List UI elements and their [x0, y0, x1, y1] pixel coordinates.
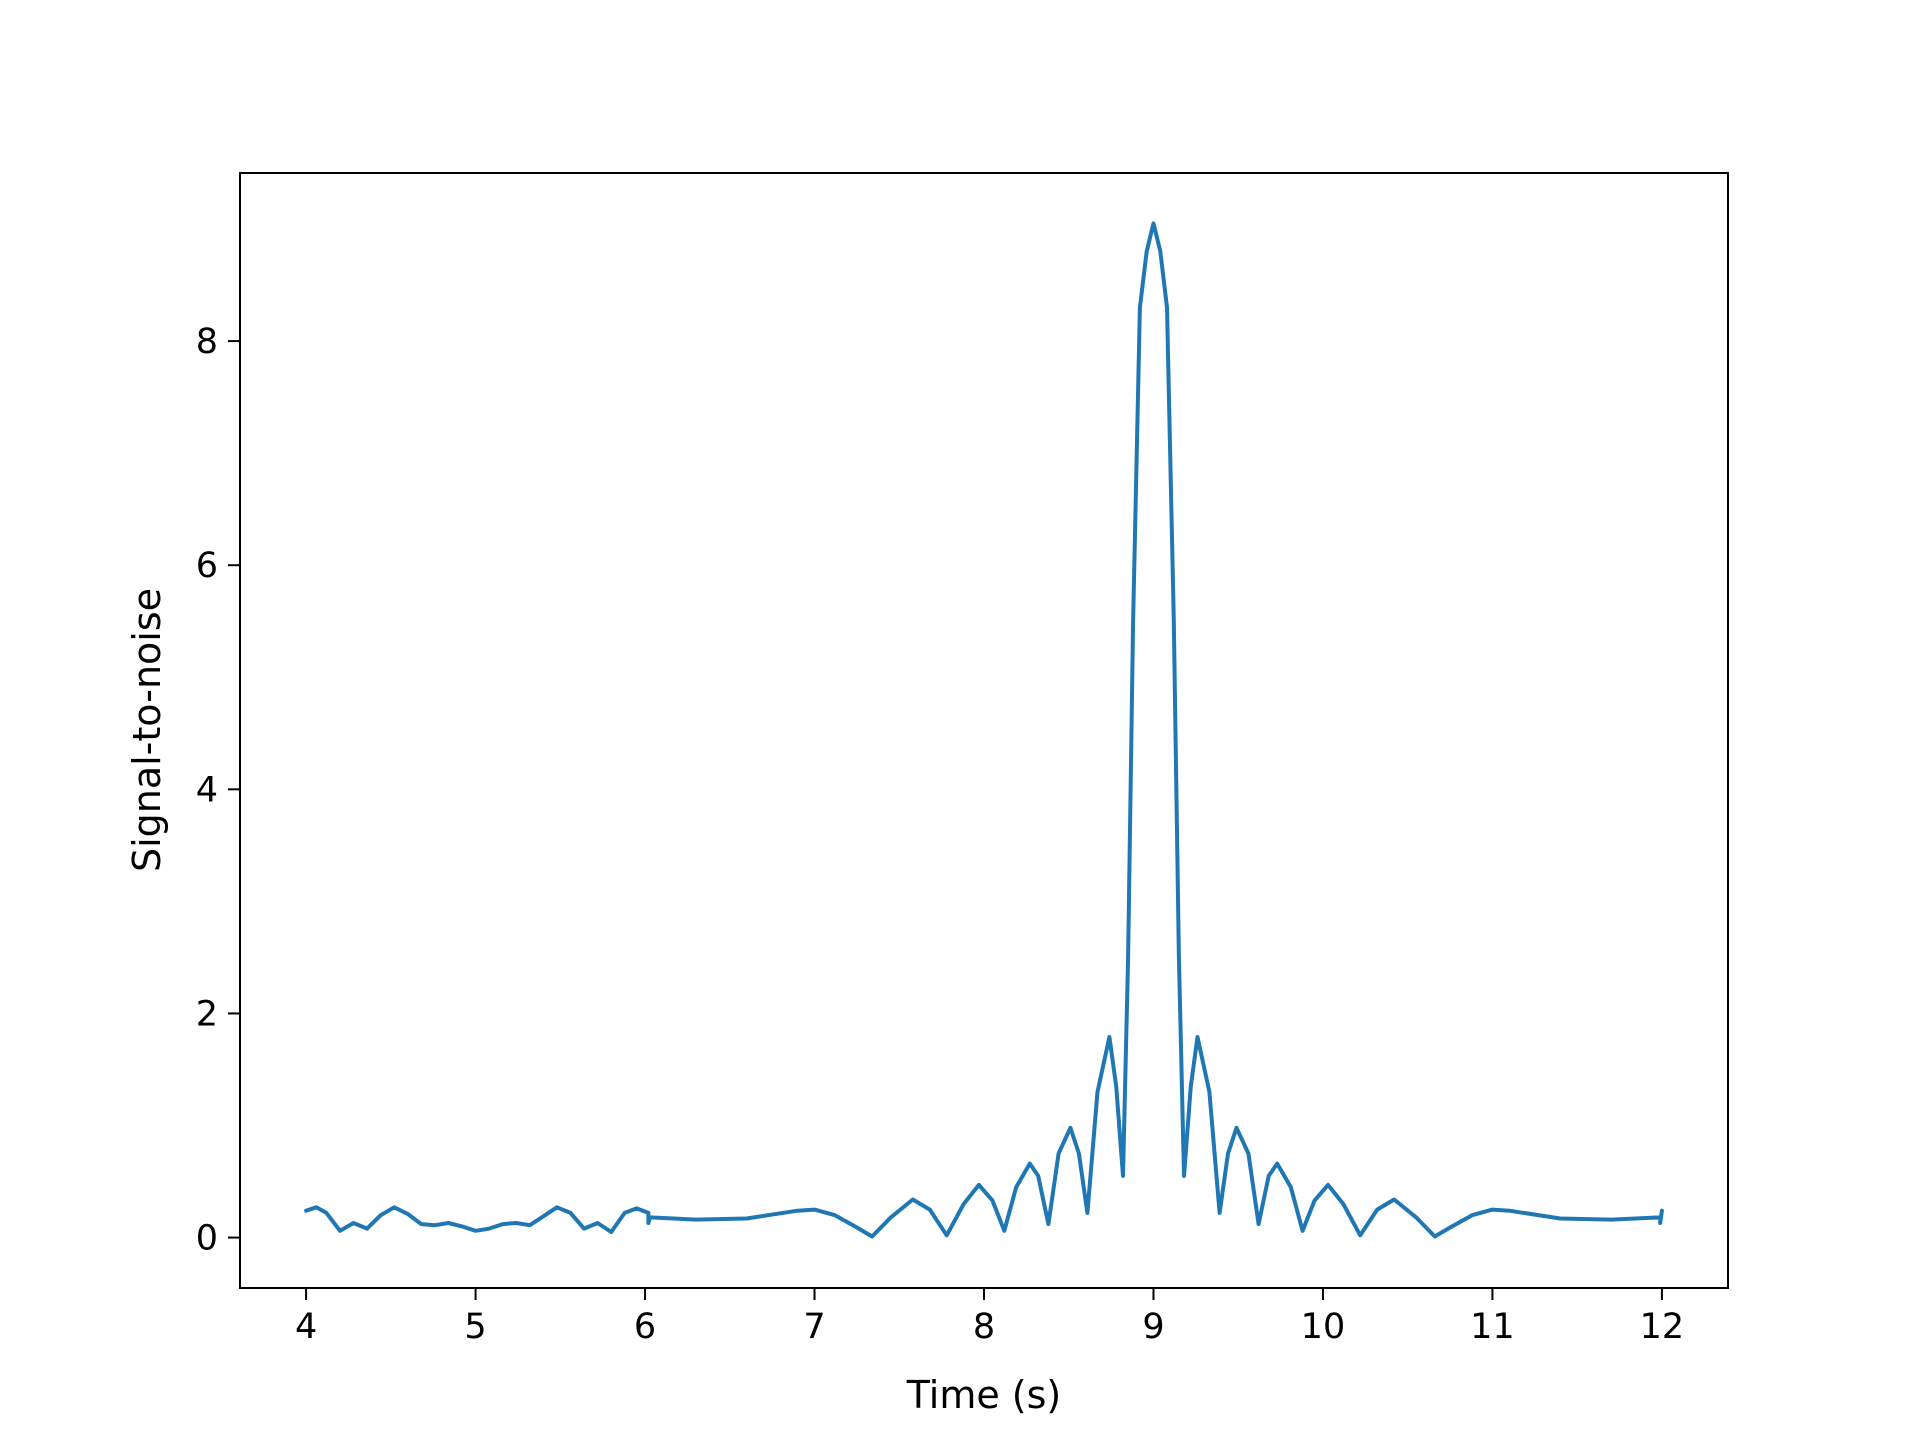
series-line-0 — [304, 221, 1664, 1239]
y-tick-label: 4 — [196, 770, 218, 810]
y-tick-label: 8 — [196, 322, 218, 362]
y-ticks: 0 2 4 6 8 — [196, 322, 240, 1259]
x-tick-label: 9 — [1142, 1307, 1164, 1347]
y-tick-label: 2 — [196, 994, 218, 1034]
x-tick-label: 11 — [1470, 1307, 1515, 1347]
x-ticks: 4 5 6 7 8 9 10 11 12 — [295, 1288, 1684, 1347]
x-tick-label: 12 — [1640, 1307, 1685, 1347]
x-axis-label: Time (s) — [906, 1373, 1062, 1417]
y-tick-label: 6 — [196, 546, 218, 586]
x-tick-label: 4 — [295, 1307, 317, 1347]
plot-layer — [304, 221, 1664, 1239]
y-axis-label: Signal-to-noise — [125, 588, 169, 872]
x-tick-label: 10 — [1301, 1307, 1346, 1347]
y-tick-label: 0 — [196, 1219, 218, 1259]
x-tick-label: 6 — [634, 1307, 656, 1347]
x-tick-label: 8 — [973, 1307, 995, 1347]
x-tick-label: 5 — [464, 1307, 486, 1347]
x-tick-label: 7 — [803, 1307, 825, 1347]
